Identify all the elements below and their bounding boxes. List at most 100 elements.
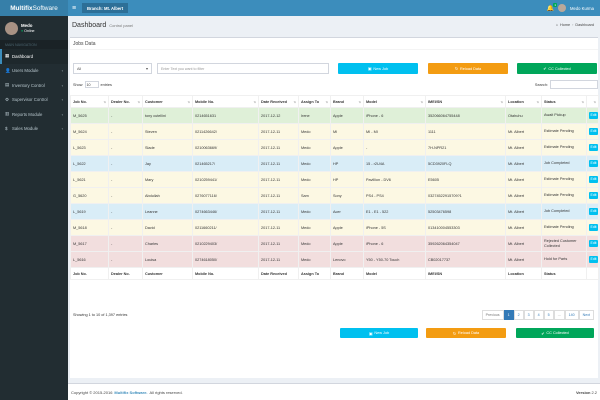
cell-action: Edit — [586, 203, 599, 220]
col-header[interactable]: Brand ⇅ — [330, 95, 364, 108]
text-filter-input[interactable]: Enter Text you want to filter — [157, 63, 329, 74]
cell-model: Pavillion - DV6 — [363, 171, 426, 188]
chevron-down-icon: ▾ — [145, 66, 148, 71]
cell-location: Mt. Albert — [505, 187, 542, 204]
cell-location: Mt. Albert — [505, 171, 542, 188]
table-row[interactable]: L_5616- Louisa 0274618050/2017-12-11 Medo Le… — [70, 251, 599, 268]
length-select[interactable]: 10 — [84, 81, 99, 88]
pagination-next[interactable]: Next — [578, 310, 594, 320]
col-header[interactable]: Job No. ⇅ — [70, 95, 109, 108]
sales-icon: $ — [5, 126, 8, 132]
pagination-page[interactable]: 3 — [523, 310, 534, 320]
cell-dealer: - — [108, 123, 143, 140]
pagination-page[interactable]: 2 — [513, 310, 524, 320]
new-job-button-bottom[interactable]: ▣ New Job — [340, 328, 418, 338]
edit-job-button[interactable]: Edit — [589, 192, 598, 199]
col-header[interactable]: Customer ⇅ — [142, 95, 193, 108]
sidebar-item-supervisor[interactable]: ⚙ Supervisor Control ‹ — [0, 93, 68, 108]
search-input[interactable] — [550, 80, 598, 89]
sidebar-item-dashboard[interactable]: ▦ Dashboard — [0, 49, 68, 64]
col-footer: Date Received — [258, 267, 299, 280]
status-filter-select[interactable]: All ▾ — [73, 63, 152, 74]
table-row[interactable]: L_5621- Mary 0210259441/2017-12-11 Medo HP Pa… — [70, 171, 599, 188]
cell-assign: Medo — [298, 123, 331, 140]
sort-icon: ⇅ — [581, 99, 584, 104]
edit-job-button[interactable]: Edit — [589, 240, 598, 247]
reload-data-button[interactable]: ↻ Reload Data — [428, 63, 508, 74]
table-row[interactable]: G_5620- Abdullah 0276077116/2017-12-11 Sam S… — [70, 187, 599, 204]
cell-customer: tony cutellini — [142, 107, 193, 124]
table-row[interactable]: M_5618- David 0211660211/2017-12-11 Medo App… — [70, 219, 599, 236]
branch-badge[interactable]: Branch: Mt. Albert — [82, 3, 129, 13]
sidebar-item-label: Sales Module — [12, 126, 39, 132]
sidebar-item-inventory[interactable]: ▤ Inventory Control ‹ — [0, 78, 68, 93]
edit-job-button[interactable]: Edit — [589, 256, 598, 263]
cell-date: 2017-12-11 — [258, 123, 299, 140]
app-logo[interactable]: Multifix Software — [0, 0, 68, 16]
sidebar-item-sales[interactable]: $ Sales Module ‹ — [0, 122, 68, 137]
edit-job-button[interactable]: Edit — [589, 208, 598, 215]
page-title: Dashboard — [72, 21, 107, 29]
col-header[interactable]: Location ⇅ — [505, 95, 542, 108]
col-header[interactable]: IMEI/SN ⇅ — [425, 95, 506, 108]
pagination-page[interactable]: 1 — [503, 310, 514, 320]
cell-date: 2017-12-11 — [258, 139, 299, 156]
table-row[interactable]: L_5622- Jay 021465217/2017-12-11 Medo HP 15 -… — [70, 155, 599, 172]
sidebar-item-reports[interactable]: ▥ Reports Module ‹ — [0, 107, 68, 122]
cc-collected-button[interactable]: ✔ CC Collected — [517, 63, 597, 74]
reload-data-label: Reload Data — [460, 66, 482, 71]
col-header[interactable]: Status ⇅ — [541, 95, 587, 108]
sidebar-item-users[interactable]: 👤 Users Module ‹ — [0, 64, 68, 79]
cell-action: Edit — [586, 171, 599, 188]
edit-job-button[interactable]: Edit — [589, 144, 598, 151]
table-row[interactable]: L_5619- Leanne 0274663446/2017-12-11 Medo Ac… — [70, 203, 599, 220]
edit-job-button[interactable]: Edit — [589, 160, 598, 167]
notification-bell-icon[interactable]: 🔔 1 — [546, 2, 558, 12]
breadcrumb-home[interactable]: Home — [560, 23, 571, 27]
table-row[interactable]: M_5625- tony cutellini 0214651631 2017-12-1… — [70, 107, 599, 124]
edit-job-button[interactable]: Edit — [589, 128, 598, 135]
col-header[interactable]: Date Received ⇅ — [258, 95, 299, 108]
col-header[interactable]: Mobile No. ⇅ — [192, 95, 259, 108]
new-job-button[interactable]: ▣ New Job — [338, 63, 418, 74]
sort-icon: ⇅ — [500, 99, 503, 104]
cell-location: Mt. Albert — [505, 203, 542, 220]
footer-brand-link[interactable]: Multifix Software. — [114, 389, 148, 395]
chevron-left-icon: ‹ — [61, 126, 63, 132]
cell-mobile: 0276077116/ — [192, 187, 259, 204]
col-header[interactable]: Model ⇅ — [363, 95, 426, 108]
col-header[interactable]: Assign To ⇅ — [298, 95, 331, 108]
edit-job-button[interactable]: Edit — [589, 176, 598, 183]
pagination-page[interactable]: 5 — [543, 310, 554, 320]
table-row[interactable]: M_5624- Steven 0211426642/2017-12-11 Medo MI… — [70, 123, 599, 140]
top-user-name[interactable]: Medo Kurma — [570, 5, 594, 11]
edit-job-button[interactable]: Edit — [589, 224, 598, 231]
reload-data-label: Reload Data — [458, 331, 480, 335]
cell-mobile: 0211660211/ — [192, 219, 259, 236]
sidebar-toggle-icon[interactable]: ≡ — [71, 4, 77, 12]
reload-data-button-bottom[interactable]: ↻ Reload Data — [426, 328, 506, 338]
pagination-page[interactable]: 4 — [533, 310, 544, 320]
cell-brand: Lenovo — [330, 251, 364, 268]
cell-location: Mt. Albert — [505, 235, 542, 252]
breadcrumb: ⌂ Home › Dashboard — [556, 23, 594, 27]
cell-action: Edit — [586, 251, 599, 268]
pagination-page[interactable]: 140 — [564, 310, 579, 320]
check-icon: ✔ — [543, 67, 547, 71]
refresh-icon: ↻ — [454, 67, 459, 71]
cell-assign: Medo — [298, 235, 331, 252]
top-user-avatar[interactable] — [558, 4, 567, 12]
inventory-icon: ▤ — [5, 82, 10, 88]
col-header[interactable]: Dealer No. ⇅ — [108, 95, 143, 108]
cell-mobile: 0210259441/ — [192, 171, 259, 188]
save-icon: ▣ — [368, 331, 373, 336]
table-row[interactable]: M_5617- Charles 0210229403/2017-12-11 Medo A… — [70, 235, 599, 252]
table-row[interactable]: L_5623- Slade 0210063669/2017-12-11 Medo App… — [70, 139, 599, 156]
col-footer: Assign To — [298, 267, 331, 280]
edit-job-button[interactable]: Edit — [589, 112, 598, 119]
cc-collected-button-bottom[interactable]: ✔ CC Collected — [516, 328, 594, 338]
pagination-previous[interactable]: Previous — [481, 310, 504, 320]
new-job-label: New Job — [374, 331, 390, 335]
footer-version-label: Version — [575, 389, 591, 395]
sort-icon: ⇅ — [536, 99, 539, 104]
